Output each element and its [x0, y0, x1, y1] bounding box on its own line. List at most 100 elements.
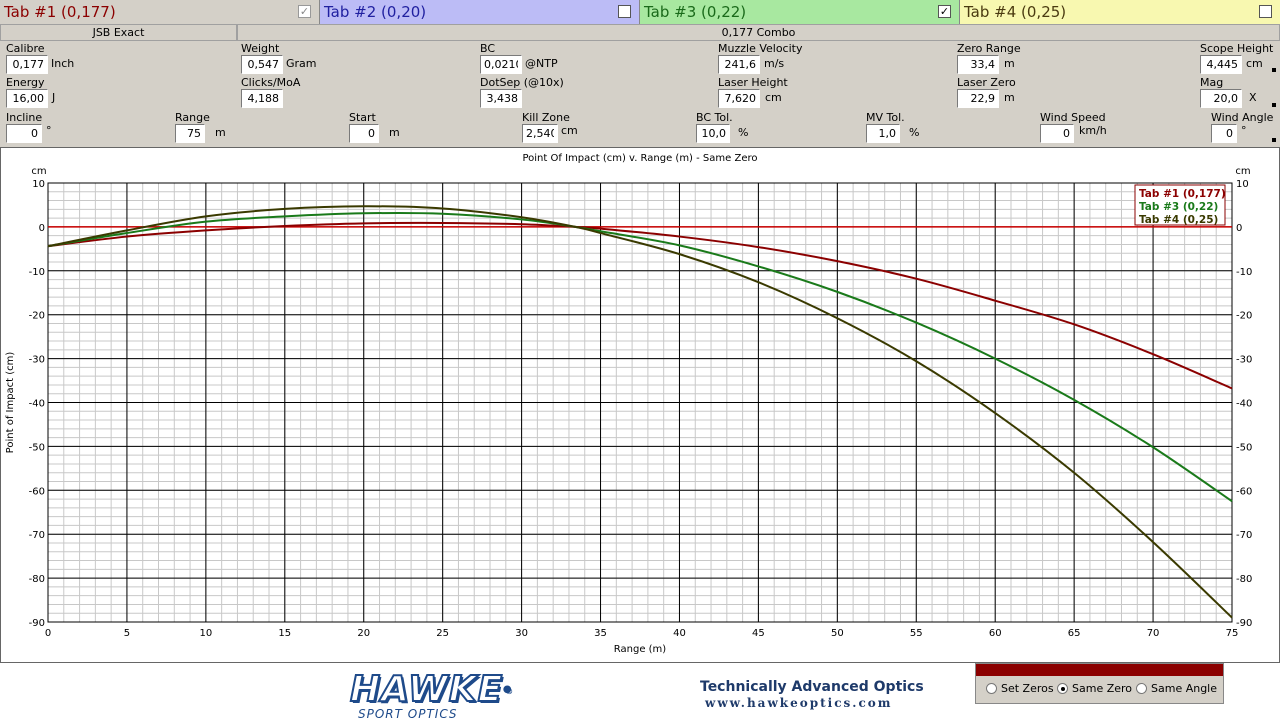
start-label: Start	[349, 111, 376, 124]
zero-mode-panel: Set Zeros Same Zero Same Angle	[975, 663, 1224, 704]
tagline: Technically Advanced Optics	[700, 679, 924, 695]
energy-label: Energy	[6, 76, 45, 89]
weight-unit: Gram	[286, 57, 317, 70]
bc-unit: @NTP	[525, 57, 558, 70]
y-tick-label-right: -40	[1236, 399, 1252, 410]
range-input[interactable]	[175, 124, 205, 143]
scope-height-input[interactable]	[1200, 55, 1242, 74]
mag-marker	[1272, 103, 1276, 107]
series-line-3	[47, 205, 1233, 619]
trajectory-chart-svg: 0 5 10 15 20 25 30 35 40 45 50 55 60 65 70 75 10 10 0 0 -10 -…	[5, 153, 1252, 655]
tab-4-checkbox[interactable]	[1259, 5, 1272, 18]
mag-unit: X	[1249, 91, 1257, 104]
incline-input[interactable]	[6, 124, 42, 143]
y-tick-label-left: -60	[29, 486, 45, 497]
same-zero-radio-icon	[1057, 683, 1068, 694]
y-tick-label-right: 10	[1236, 179, 1249, 190]
mv-tol-input[interactable]	[866, 124, 900, 143]
trajectory-chart: 0 5 10 15 20 25 30 35 40 45 50 55 60 65 70 75 10 10 0 0 -10 -…	[0, 147, 1280, 663]
scope-height-marker	[1272, 68, 1276, 72]
same-angle-label: Same Angle	[1151, 682, 1218, 695]
set-zeros-label: Set Zeros	[1001, 682, 1054, 695]
clicks-moa-input[interactable]	[241, 89, 283, 108]
muzzle-velocity-unit: m/s	[764, 57, 785, 70]
y-tick-label-right: -90	[1236, 618, 1252, 629]
tab-1[interactable]: Tab #1 (0,177) ✓	[0, 0, 320, 24]
zero-range-label: Zero Range	[957, 42, 1021, 55]
same-zero-label: Same Zero	[1072, 682, 1133, 695]
clicks-moa-label: Clicks/MoA	[241, 76, 301, 89]
tab-3[interactable]: Tab #3 (0,22) ✓	[640, 0, 960, 24]
bc-label: BC	[480, 42, 496, 55]
wind-speed-label: Wind Speed	[1040, 111, 1106, 124]
y-tick-label-right: -70	[1236, 530, 1252, 541]
footer: HAWKE® SPORT OPTICS Technically Advanced…	[0, 663, 1280, 723]
laser-zero-input[interactable]	[957, 89, 999, 108]
hawke-logo: HAWKE® SPORT OPTICS	[349, 670, 512, 722]
x-tick-label: 10	[199, 628, 212, 639]
tab-3-label: Tab #3 (0,22)	[644, 3, 747, 21]
same-angle-radio-icon	[1136, 683, 1147, 694]
bc-tol-unit: %	[738, 126, 749, 139]
wind-angle-marker	[1272, 138, 1276, 142]
x-tick-label: 40	[673, 628, 686, 639]
logo-sub-text: SPORT OPTICS	[358, 707, 458, 721]
y-tick-label-right: -30	[1236, 355, 1252, 366]
zero-range-unit: m	[1004, 57, 1015, 70]
x-tick-label: 75	[1226, 628, 1239, 639]
tab-1-label: Tab #1 (0,177)	[4, 3, 116, 21]
tab-2-checkbox[interactable]	[618, 5, 631, 18]
legend-entry: Tab #4 (0,25)	[1139, 214, 1218, 226]
weight-input[interactable]	[241, 55, 283, 74]
kill-zone-input[interactable]	[522, 124, 558, 143]
energy-unit: J	[52, 91, 56, 104]
zero-mode-header	[976, 664, 1223, 676]
scope-height-label: Scope Height	[1200, 42, 1274, 55]
bc-input[interactable]	[480, 55, 522, 74]
muzzle-velocity-label: Muzzle Velocity	[718, 42, 803, 55]
x-tick-label: 60	[989, 628, 1002, 639]
y-tick-label-left: -10	[29, 267, 45, 278]
x-tick-label: 20	[357, 628, 370, 639]
calibre-label: Calibre	[6, 42, 45, 55]
x-tick-label: 35	[594, 628, 607, 639]
legend-entry: Tab #3 (0,22)	[1139, 201, 1218, 213]
website-url[interactable]: www.hawkeoptics.com	[705, 696, 893, 710]
y-tick-label-left: -70	[29, 530, 45, 541]
mag-input[interactable]	[1200, 89, 1242, 108]
x-tick-label: 5	[124, 628, 130, 639]
calibre-input[interactable]	[6, 55, 48, 74]
tab-4[interactable]: Tab #4 (0,25)	[960, 0, 1280, 24]
y-tick-label-left: 0	[39, 223, 45, 234]
legend-box	[1134, 184, 1226, 226]
y-unit-left: cm	[31, 166, 46, 177]
tab-2[interactable]: Tab #2 (0,20)	[320, 0, 640, 24]
start-input[interactable]	[349, 124, 379, 143]
y-axis-label: Point of Impact (cm)	[5, 352, 16, 454]
muzzle-velocity-input[interactable]	[718, 55, 760, 74]
series-line-2	[47, 211, 1233, 503]
plot-frame	[47, 182, 1233, 623]
incline-unit: °	[46, 124, 52, 137]
y-tick-label-right: -60	[1236, 486, 1252, 497]
zero-range-input[interactable]	[957, 55, 999, 74]
wind-angle-input[interactable]	[1211, 124, 1237, 143]
same-zero-radio[interactable]: Same Zero	[1057, 682, 1132, 695]
wind-speed-input[interactable]	[1040, 124, 1074, 143]
tab-3-checkbox[interactable]: ✓	[938, 5, 951, 18]
laser-zero-unit: m	[1004, 91, 1015, 104]
same-angle-radio[interactable]: Same Angle	[1136, 682, 1217, 695]
bc-tol-input[interactable]	[696, 124, 730, 143]
tab-1-checkbox[interactable]: ✓	[298, 5, 311, 18]
y-tick-label-left: -50	[29, 442, 45, 453]
x-axis-label: Range (m)	[614, 644, 667, 655]
mv-tol-unit: %	[909, 126, 920, 139]
x-tick-label: 50	[831, 628, 844, 639]
dotsep-input[interactable]	[480, 89, 522, 108]
set-zeros-radio[interactable]: Set Zeros	[986, 682, 1054, 695]
x-tick-label: 30	[515, 628, 528, 639]
x-tick-label: 55	[910, 628, 923, 639]
laser-height-input[interactable]	[718, 89, 760, 108]
x-tick-label: 45	[752, 628, 765, 639]
energy-input[interactable]	[6, 89, 48, 108]
